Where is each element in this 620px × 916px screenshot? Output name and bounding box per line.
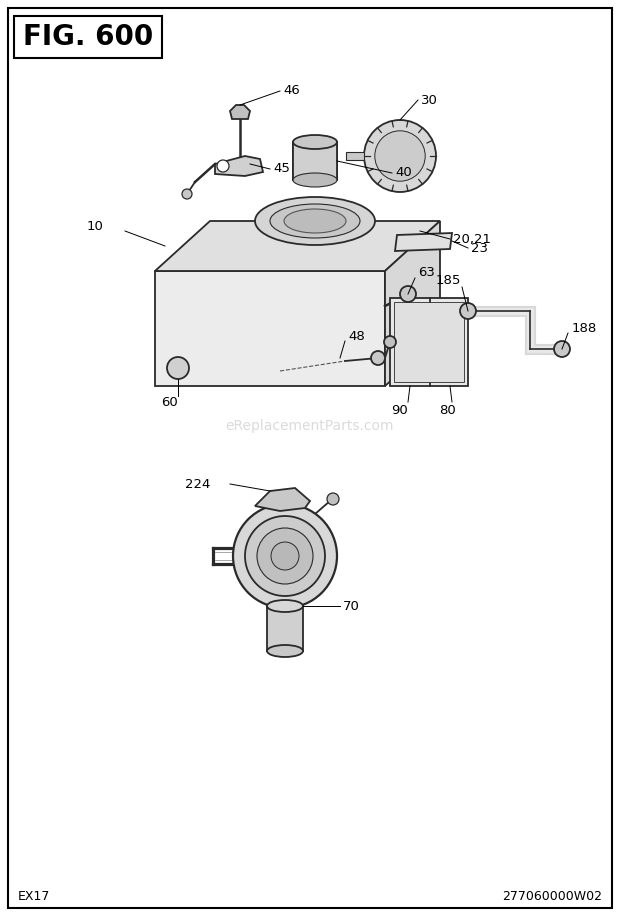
Text: eReplacementParts.com: eReplacementParts.com bbox=[226, 419, 394, 433]
Text: 90: 90 bbox=[392, 404, 409, 417]
Circle shape bbox=[245, 516, 325, 596]
Text: 70: 70 bbox=[343, 599, 360, 613]
Circle shape bbox=[400, 286, 416, 302]
Text: 48: 48 bbox=[348, 330, 365, 343]
Ellipse shape bbox=[270, 204, 360, 238]
Bar bbox=[267, 606, 303, 651]
Ellipse shape bbox=[293, 173, 337, 187]
Polygon shape bbox=[230, 105, 250, 119]
Text: EX17: EX17 bbox=[18, 889, 50, 902]
Text: 224: 224 bbox=[185, 477, 210, 490]
Ellipse shape bbox=[267, 645, 303, 657]
Polygon shape bbox=[346, 152, 364, 160]
Text: 45: 45 bbox=[273, 162, 290, 176]
Circle shape bbox=[182, 189, 192, 199]
Text: 40: 40 bbox=[395, 167, 412, 180]
Ellipse shape bbox=[255, 197, 375, 245]
Ellipse shape bbox=[284, 209, 346, 233]
Polygon shape bbox=[155, 271, 385, 386]
Ellipse shape bbox=[267, 600, 303, 612]
Circle shape bbox=[554, 341, 570, 357]
Polygon shape bbox=[395, 233, 452, 251]
Text: 46: 46 bbox=[283, 84, 299, 97]
Bar bbox=[390, 298, 468, 386]
Text: 23: 23 bbox=[471, 242, 488, 255]
Text: 80: 80 bbox=[440, 404, 456, 417]
Polygon shape bbox=[385, 221, 440, 386]
Text: 63: 63 bbox=[418, 266, 435, 278]
FancyBboxPatch shape bbox=[8, 8, 612, 908]
Polygon shape bbox=[255, 488, 310, 511]
Circle shape bbox=[375, 131, 425, 181]
Text: 30: 30 bbox=[421, 93, 438, 106]
Polygon shape bbox=[215, 156, 263, 176]
Bar bbox=[293, 142, 337, 180]
Text: 20,21: 20,21 bbox=[453, 233, 491, 245]
Text: 185: 185 bbox=[435, 275, 461, 288]
Circle shape bbox=[257, 528, 313, 584]
Text: 10: 10 bbox=[87, 220, 104, 233]
Text: 60: 60 bbox=[162, 397, 179, 409]
Circle shape bbox=[371, 351, 385, 365]
Circle shape bbox=[327, 493, 339, 505]
Text: FIG. 600: FIG. 600 bbox=[23, 23, 153, 51]
Circle shape bbox=[384, 336, 396, 348]
FancyBboxPatch shape bbox=[14, 16, 162, 58]
Circle shape bbox=[460, 303, 476, 319]
Circle shape bbox=[364, 120, 436, 192]
Text: 188: 188 bbox=[572, 322, 597, 335]
Circle shape bbox=[271, 542, 299, 570]
Text: 277060000W02: 277060000W02 bbox=[502, 889, 602, 902]
Circle shape bbox=[167, 357, 189, 379]
Bar bbox=[394, 302, 464, 382]
Polygon shape bbox=[155, 221, 440, 271]
Ellipse shape bbox=[293, 135, 337, 149]
Circle shape bbox=[217, 160, 229, 172]
Circle shape bbox=[233, 504, 337, 608]
